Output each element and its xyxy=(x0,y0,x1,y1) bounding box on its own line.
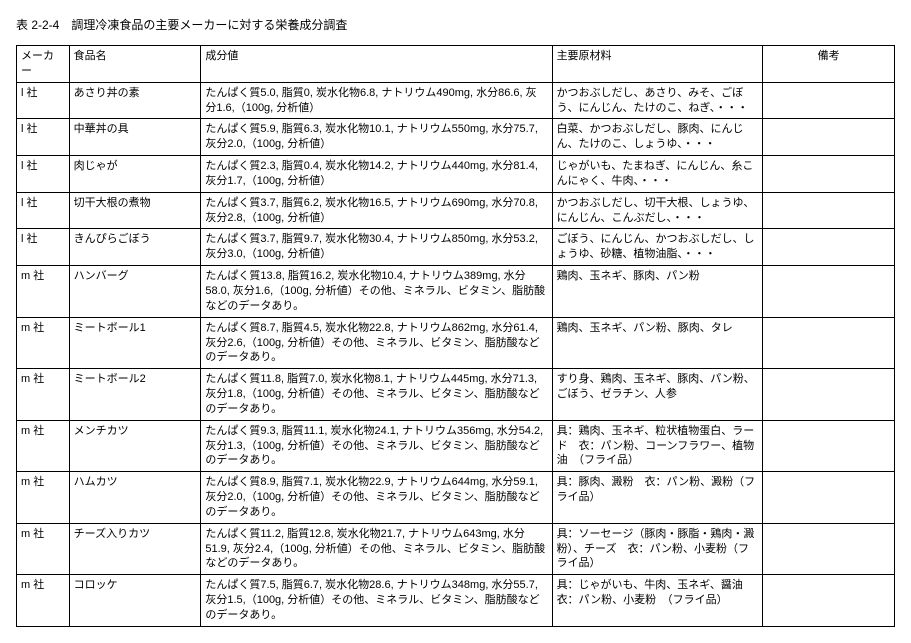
cell-component: たんぱく質11.8, 脂質7.0, 炭水化物8.1, ナトリウム445mg, 水… xyxy=(201,369,552,421)
table-row: l 社切干大根の煮物たんぱく質3.7, 脂質6.2, 炭水化物16.5, ナトリ… xyxy=(17,192,895,229)
cell-maker: l 社 xyxy=(17,119,70,156)
cell-food: ハンバーグ xyxy=(69,266,201,318)
cell-note xyxy=(763,119,895,156)
cell-maker: m 社 xyxy=(17,266,70,318)
cell-material: かつおぶしだし、あさり、みそ、ごぼう、にんじん、たけのこ、ねぎ、・・・ xyxy=(552,82,763,119)
cell-maker: l 社 xyxy=(17,229,70,266)
cell-note xyxy=(763,266,895,318)
cell-note xyxy=(763,156,895,193)
cell-note xyxy=(763,317,895,369)
cell-material: 白菜、かつおぶしだし、豚肉、にんじん、たけのこ、しょうゆ、・・・ xyxy=(552,119,763,156)
cell-material: ごぼう、にんじん、かつおぶしだし、しょうゆ、砂糖、植物油脂、・・・ xyxy=(552,229,763,266)
table-row: m 社ミートボール2たんぱく質11.8, 脂質7.0, 炭水化物8.1, ナトリ… xyxy=(17,369,895,421)
cell-note xyxy=(763,82,895,119)
cell-component: たんぱく質9.3, 脂質11.1, 炭水化物24.1, ナトリウム356mg, … xyxy=(201,420,552,472)
cell-component: たんぱく質7.5, 脂質6.7, 炭水化物28.6, ナトリウム348mg, 水… xyxy=(201,575,552,627)
cell-component: たんぱく質8.9, 脂質7.1, 炭水化物22.9, ナトリウム644mg, 水… xyxy=(201,472,552,524)
table-row: l 社あさり丼の素たんぱく質5.0, 脂質0, 炭水化物6.8, ナトリウム49… xyxy=(17,82,895,119)
cell-food: チーズ入りカツ xyxy=(69,523,201,575)
cell-component: たんぱく質5.9, 脂質6.3, 炭水化物10.1, ナトリウム550mg, 水… xyxy=(201,119,552,156)
cell-component: たんぱく質3.7, 脂質9.7, 炭水化物30.4, ナトリウム850mg, 水… xyxy=(201,229,552,266)
cell-material: 具：豚肉、澱粉 衣：パン粉、澱粉（フライ品） xyxy=(552,472,763,524)
cell-material: 具：ソーセージ（豚肉・豚脂・鶏肉・澱粉）、チーズ 衣：パン粉、小麦粉（フライ品） xyxy=(552,523,763,575)
cell-note xyxy=(763,523,895,575)
cell-component: たんぱく質3.7, 脂質6.2, 炭水化物16.5, ナトリウム690mg, 水… xyxy=(201,192,552,229)
table-header-row: メーカー 食品名 成分値 主要原材料 備考 xyxy=(17,46,895,83)
cell-maker: m 社 xyxy=(17,575,70,627)
table-row: m 社チーズ入りカツたんぱく質11.2, 脂質12.8, 炭水化物21.7, ナ… xyxy=(17,523,895,575)
table-row: m 社コロッケたんぱく質7.5, 脂質6.7, 炭水化物28.6, ナトリウム3… xyxy=(17,575,895,627)
cell-food: メンチカツ xyxy=(69,420,201,472)
cell-maker: m 社 xyxy=(17,369,70,421)
cell-material: 具：じゃがいも、牛肉、玉ネギ、醤油 衣：パン粉、小麦粉 （フライ品） xyxy=(552,575,763,627)
cell-food: きんぴらごぼう xyxy=(69,229,201,266)
cell-material: じゃがいも、たまねぎ、にんじん、糸こんにゃく、牛肉、・・・ xyxy=(552,156,763,193)
cell-material: かつおぶしだし、切干大根、しょうゆ、にんじん、こんぶだし、・・・ xyxy=(552,192,763,229)
cell-note xyxy=(763,575,895,627)
table-row: m 社ハムカツたんぱく質8.9, 脂質7.1, 炭水化物22.9, ナトリウム6… xyxy=(17,472,895,524)
cell-component: たんぱく質2.3, 脂質0.4, 炭水化物14.2, ナトリウム440mg, 水… xyxy=(201,156,552,193)
cell-food: 中華丼の具 xyxy=(69,119,201,156)
cell-food: コロッケ xyxy=(69,575,201,627)
col-food: 食品名 xyxy=(69,46,201,83)
table-caption: 表 2-2-4 調理冷凍食品の主要メーカーに対する栄養成分調査 xyxy=(16,16,895,33)
cell-component: たんぱく質13.8, 脂質16.2, 炭水化物10.4, ナトリウム389mg,… xyxy=(201,266,552,318)
col-component: 成分値 xyxy=(201,46,552,83)
table-row: m 社メンチカツたんぱく質9.3, 脂質11.1, 炭水化物24.1, ナトリウ… xyxy=(17,420,895,472)
col-note: 備考 xyxy=(763,46,895,83)
cell-food: 切干大根の煮物 xyxy=(69,192,201,229)
cell-note xyxy=(763,369,895,421)
cell-note xyxy=(763,229,895,266)
col-maker: メーカー xyxy=(17,46,70,83)
table-row: m 社ハンバーグたんぱく質13.8, 脂質16.2, 炭水化物10.4, ナトリ… xyxy=(17,266,895,318)
cell-food: あさり丼の素 xyxy=(69,82,201,119)
cell-maker: l 社 xyxy=(17,156,70,193)
cell-maker: l 社 xyxy=(17,192,70,229)
cell-food: ミートボール1 xyxy=(69,317,201,369)
cell-note xyxy=(763,192,895,229)
cell-maker: m 社 xyxy=(17,523,70,575)
cell-food: 肉じゃが xyxy=(69,156,201,193)
cell-maker: l 社 xyxy=(17,82,70,119)
table-row: l 社肉じゃがたんぱく質2.3, 脂質0.4, 炭水化物14.2, ナトリウム4… xyxy=(17,156,895,193)
col-material: 主要原材料 xyxy=(552,46,763,83)
cell-note xyxy=(763,472,895,524)
cell-component: たんぱく質8.7, 脂質4.5, 炭水化物22.8, ナトリウム862mg, 水… xyxy=(201,317,552,369)
nutrition-table: メーカー 食品名 成分値 主要原材料 備考 l 社あさり丼の素たんぱく質5.0,… xyxy=(16,45,895,627)
cell-maker: m 社 xyxy=(17,317,70,369)
cell-material: 鶏肉、玉ネギ、豚肉、パン粉 xyxy=(552,266,763,318)
cell-component: たんぱく質11.2, 脂質12.8, 炭水化物21.7, ナトリウム643mg,… xyxy=(201,523,552,575)
cell-maker: m 社 xyxy=(17,420,70,472)
cell-food: ミートボール2 xyxy=(69,369,201,421)
cell-material: 鶏肉、玉ネギ、パン粉、豚肉、タレ xyxy=(552,317,763,369)
cell-material: すり身、鶏肉、玉ネギ、豚肉、パン粉、ごぼう、ゼラチン、人参 xyxy=(552,369,763,421)
cell-maker: m 社 xyxy=(17,472,70,524)
table-row: l 社きんぴらごぼうたんぱく質3.7, 脂質9.7, 炭水化物30.4, ナトリ… xyxy=(17,229,895,266)
table-row: m 社ミートボール1たんぱく質8.7, 脂質4.5, 炭水化物22.8, ナトリ… xyxy=(17,317,895,369)
cell-component: たんぱく質5.0, 脂質0, 炭水化物6.8, ナトリウム490mg, 水分86… xyxy=(201,82,552,119)
table-row: l 社中華丼の具たんぱく質5.9, 脂質6.3, 炭水化物10.1, ナトリウム… xyxy=(17,119,895,156)
cell-note xyxy=(763,420,895,472)
cell-material: 具：鶏肉、玉ネギ、粒状植物蛋白、ラード 衣：パン粉、コーンフラワー、植物油 （フ… xyxy=(552,420,763,472)
cell-food: ハムカツ xyxy=(69,472,201,524)
